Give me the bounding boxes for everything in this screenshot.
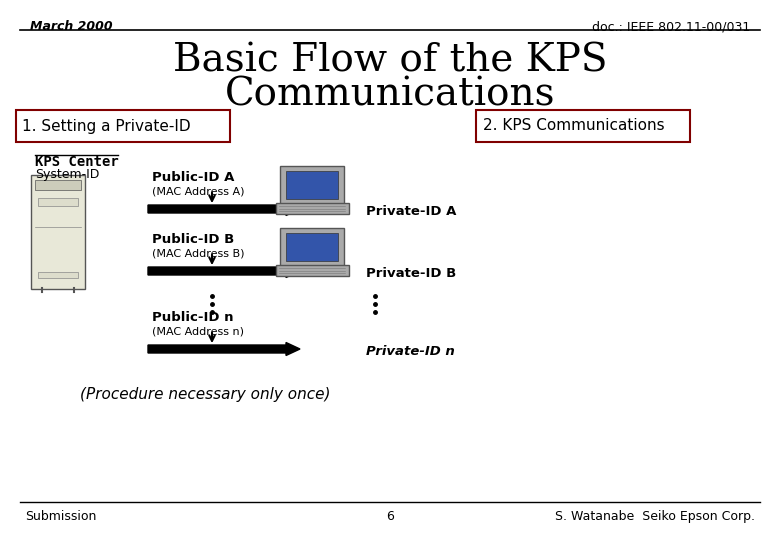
FancyArrow shape: [148, 342, 300, 355]
Text: (Procedure necessary only once): (Procedure necessary only once): [80, 387, 330, 402]
Bar: [35, 180, 81, 190]
Text: Public-ID n: Public-ID n: [152, 311, 233, 324]
FancyBboxPatch shape: [275, 265, 349, 275]
FancyBboxPatch shape: [275, 202, 349, 213]
Text: System-ID: System-ID: [35, 168, 99, 181]
Text: doc.: IEEE 802.11-00/031: doc.: IEEE 802.11-00/031: [592, 20, 750, 33]
Text: (MAC Address A): (MAC Address A): [152, 186, 244, 196]
FancyBboxPatch shape: [476, 110, 690, 142]
FancyBboxPatch shape: [31, 175, 85, 289]
FancyBboxPatch shape: [16, 110, 230, 142]
FancyArrow shape: [148, 265, 300, 278]
Text: 6: 6: [386, 510, 394, 523]
Bar: [38, 198, 78, 206]
FancyArrow shape: [148, 202, 300, 215]
Bar: [286, 233, 338, 261]
Text: Communications: Communications: [225, 77, 555, 114]
Text: (MAC Address n): (MAC Address n): [152, 326, 244, 336]
Text: Private-ID A: Private-ID A: [366, 205, 456, 218]
Bar: [38, 272, 78, 278]
Text: S. Watanabe  Seiko Epson Corp.: S. Watanabe Seiko Epson Corp.: [555, 510, 755, 523]
Text: 2. KPS Communications: 2. KPS Communications: [483, 118, 665, 133]
Text: Private-ID n: Private-ID n: [366, 345, 455, 358]
Text: March 2000: March 2000: [30, 20, 112, 33]
Text: (MAC Address B): (MAC Address B): [152, 248, 244, 258]
FancyBboxPatch shape: [280, 166, 344, 204]
Bar: [286, 171, 338, 199]
Text: Basic Flow of the KPS: Basic Flow of the KPS: [172, 43, 608, 80]
FancyBboxPatch shape: [280, 228, 344, 266]
Text: Submission: Submission: [25, 510, 97, 523]
Text: KPS Center: KPS Center: [35, 155, 119, 169]
Text: Public-ID B: Public-ID B: [152, 233, 234, 246]
Text: 1. Setting a Private-ID: 1. Setting a Private-ID: [22, 118, 190, 133]
Text: Public-ID A: Public-ID A: [152, 171, 234, 184]
Text: Private-ID B: Private-ID B: [366, 267, 456, 280]
